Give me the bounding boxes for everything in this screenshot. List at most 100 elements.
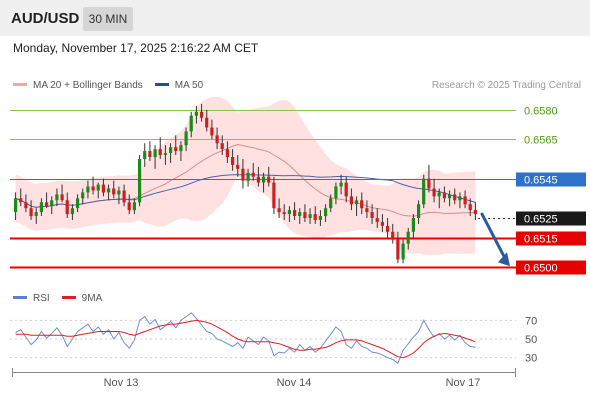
candle <box>138 155 142 207</box>
bollinger-swatch <box>13 82 27 86</box>
candle <box>370 204 374 224</box>
candle-body <box>365 208 369 213</box>
x-tick-nov-13: Nov 13 <box>104 377 139 389</box>
candle <box>60 184 64 203</box>
candle <box>282 204 286 220</box>
candle-body <box>380 221 384 226</box>
candle-body <box>29 208 33 217</box>
candle-body <box>76 198 80 209</box>
candle <box>122 184 126 207</box>
instrument-title: AUD/USD <box>11 10 80 27</box>
candle <box>442 186 446 203</box>
candle <box>184 127 188 152</box>
candle-body <box>396 239 400 260</box>
candle-body <box>329 198 333 209</box>
level-label-0-6525: 0.6525 <box>524 214 558 226</box>
candle-body <box>334 186 338 199</box>
candle <box>334 182 338 205</box>
candle-body <box>411 218 415 232</box>
candle <box>205 109 209 132</box>
candle-body <box>256 176 260 183</box>
candle-body <box>313 214 317 220</box>
candle <box>14 192 18 220</box>
candle <box>96 182 100 199</box>
candle-body <box>215 135 219 144</box>
candle <box>76 194 80 213</box>
candle <box>448 190 452 207</box>
candle-body <box>308 214 312 218</box>
candle-body <box>349 196 353 205</box>
candle <box>406 227 410 250</box>
candle-body <box>163 153 167 156</box>
forecast-arrow-head <box>498 252 510 267</box>
candle-body <box>251 172 255 177</box>
candle <box>50 196 54 215</box>
candle-body <box>355 200 359 205</box>
candle <box>153 145 157 169</box>
candle <box>236 155 240 177</box>
candle <box>231 149 235 171</box>
candle <box>215 127 219 150</box>
candle <box>422 174 426 209</box>
candle-body <box>236 164 240 169</box>
candle-body <box>277 208 281 213</box>
candle-body <box>91 186 95 191</box>
candle <box>262 172 266 193</box>
candle <box>117 186 121 205</box>
forecast-arrow-shaft <box>480 212 508 262</box>
candle-body <box>267 176 271 183</box>
candle-body <box>220 143 224 150</box>
candle <box>70 204 74 220</box>
candle <box>81 188 85 205</box>
candle <box>158 137 162 159</box>
candle-body <box>427 178 431 189</box>
candle-body <box>473 210 477 214</box>
level-tag-0-6525 <box>516 211 586 226</box>
candle-body <box>34 212 38 216</box>
candle-body <box>65 200 69 215</box>
candle <box>101 178 105 197</box>
candle-body <box>205 117 209 128</box>
candle-body <box>112 188 116 195</box>
candle-body <box>231 157 235 165</box>
candle-body <box>138 159 142 203</box>
level-tag-0-6515 <box>516 231 586 246</box>
candle <box>169 143 173 163</box>
candle <box>256 166 260 187</box>
candle <box>34 208 38 224</box>
candle-body <box>24 202 28 209</box>
candle-body <box>386 225 390 232</box>
candle-body <box>50 200 54 207</box>
candle-body <box>148 151 152 157</box>
candle <box>417 200 421 224</box>
chart-timestamp: Monday, November 17, 2025 2:16:22 AM CET <box>13 41 259 55</box>
level-tag-0-6545 <box>516 172 586 187</box>
candle-body <box>60 194 64 201</box>
candle <box>324 204 328 222</box>
candle-body <box>19 198 23 203</box>
candle-body <box>246 172 250 181</box>
candle <box>329 194 333 213</box>
candle-body <box>153 149 157 158</box>
candle <box>437 188 441 209</box>
candle <box>386 218 390 238</box>
candle-body <box>143 151 147 159</box>
candle <box>112 180 116 199</box>
candle <box>432 178 436 203</box>
candle <box>277 198 281 219</box>
candle <box>241 158 245 189</box>
candle <box>303 204 307 222</box>
candle-body <box>39 202 43 213</box>
candle <box>200 103 204 122</box>
timeframe-button[interactable]: 30 MIN <box>83 7 133 31</box>
candle <box>391 223 395 244</box>
candle-body <box>293 210 297 216</box>
candle <box>179 141 183 161</box>
candle-body <box>437 192 441 197</box>
candle <box>355 196 359 217</box>
rsi-swatch <box>13 295 27 299</box>
candle-body <box>132 202 136 211</box>
rsi-ma-swatch <box>61 295 76 299</box>
candle <box>396 231 400 264</box>
